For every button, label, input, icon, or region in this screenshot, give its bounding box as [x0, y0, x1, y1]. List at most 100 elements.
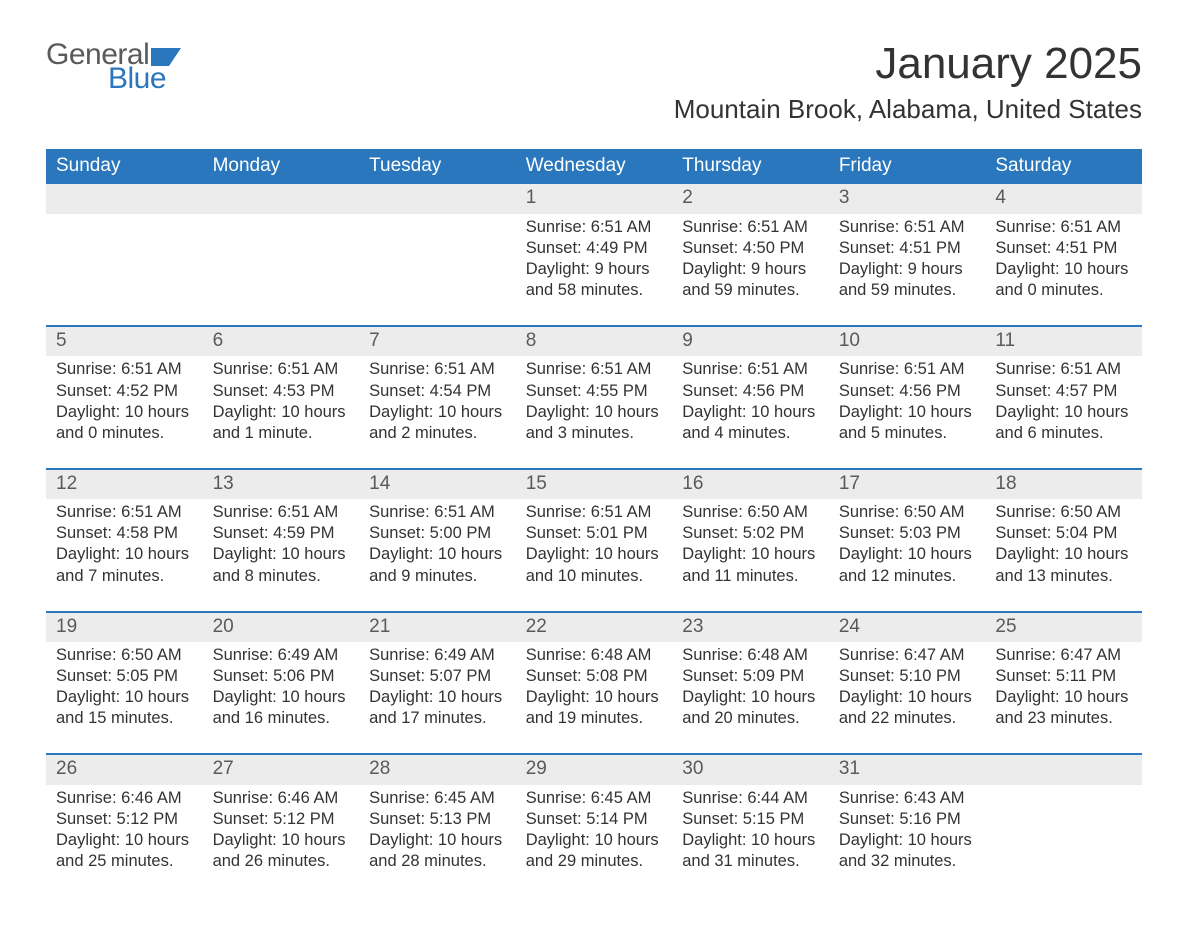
sunrise-text: Sunrise: 6:47 AM	[995, 645, 1132, 666]
calendar-day-cell: 3 Sunrise: 6:51 AMSunset: 4:51 PMDaylight…	[829, 184, 986, 326]
daylight-text: Daylight: 10 hours and 22 minutes.	[839, 687, 976, 729]
daylight-text: Daylight: 9 hours and 59 minutes.	[839, 259, 976, 301]
day-number: 30	[672, 755, 829, 784]
sunset-text: Sunset: 5:10 PM	[839, 666, 976, 687]
calendar-day-cell: 17Sunrise: 6:50 AMSunset: 5:03 PMDayligh…	[829, 469, 986, 612]
daylight-text: Daylight: 10 hours and 0 minutes.	[56, 402, 193, 444]
day-number: 1	[516, 184, 673, 213]
calendar-day-cell: 13Sunrise: 6:51 AMSunset: 4:59 PMDayligh…	[203, 469, 360, 612]
day-number: 6	[203, 327, 360, 356]
daylight-text: Daylight: 10 hours and 4 minutes.	[682, 402, 819, 444]
day-number: 18	[985, 470, 1142, 499]
day-number: 20	[203, 613, 360, 642]
sunrise-text: Sunrise: 6:51 AM	[213, 502, 350, 523]
page-header: General Blue January 2025 Mountain Brook…	[46, 40, 1142, 139]
sunset-text: Sunset: 4:55 PM	[526, 381, 663, 402]
daylight-text: Daylight: 10 hours and 7 minutes.	[56, 544, 193, 586]
day-number: 29	[516, 755, 673, 784]
sunrise-text: Sunrise: 6:51 AM	[526, 217, 663, 238]
day-number: 17	[829, 470, 986, 499]
calendar-day-cell: 26Sunrise: 6:46 AMSunset: 5:12 PMDayligh…	[46, 754, 203, 896]
daylight-text: Daylight: 10 hours and 2 minutes.	[369, 402, 506, 444]
sunset-text: Sunset: 5:06 PM	[213, 666, 350, 687]
daylight-text: Daylight: 9 hours and 58 minutes.	[526, 259, 663, 301]
calendar-day-cell: 31Sunrise: 6:43 AMSunset: 5:16 PMDayligh…	[829, 754, 986, 896]
day-number: 25	[985, 613, 1142, 642]
title-block: January 2025 Mountain Brook, Alabama, Un…	[674, 40, 1142, 139]
calendar-day-cell	[203, 184, 360, 326]
sunrise-text: Sunrise: 6:51 AM	[369, 502, 506, 523]
sunrise-text: Sunrise: 6:51 AM	[839, 359, 976, 380]
day-number: 28	[359, 755, 516, 784]
sunset-text: Sunset: 4:54 PM	[369, 381, 506, 402]
daylight-text: Daylight: 10 hours and 3 minutes.	[526, 402, 663, 444]
sunrise-text: Sunrise: 6:51 AM	[839, 217, 976, 238]
sunrise-text: Sunrise: 6:46 AM	[56, 788, 193, 809]
sunrise-text: Sunrise: 6:46 AM	[213, 788, 350, 809]
day-number: 24	[829, 613, 986, 642]
day-number: 2	[672, 184, 829, 213]
daylight-text: Daylight: 10 hours and 6 minutes.	[995, 402, 1132, 444]
weekday-header: Thursday	[672, 149, 829, 184]
calendar-day-cell: 29Sunrise: 6:45 AMSunset: 5:14 PMDayligh…	[516, 754, 673, 896]
sunrise-text: Sunrise: 6:51 AM	[682, 359, 819, 380]
day-number: 9	[672, 327, 829, 356]
day-number: 8	[516, 327, 673, 356]
day-number: 23	[672, 613, 829, 642]
daylight-text: Daylight: 10 hours and 29 minutes.	[526, 830, 663, 872]
sunset-text: Sunset: 5:00 PM	[369, 523, 506, 544]
daylight-text: Daylight: 10 hours and 10 minutes.	[526, 544, 663, 586]
daylight-text: Daylight: 10 hours and 17 minutes.	[369, 687, 506, 729]
calendar-day-cell: 23Sunrise: 6:48 AMSunset: 5:09 PMDayligh…	[672, 612, 829, 755]
sunrise-text: Sunrise: 6:51 AM	[995, 359, 1132, 380]
calendar-day-cell: 9Sunrise: 6:51 AMSunset: 4:56 PMDaylight…	[672, 326, 829, 469]
sunrise-text: Sunrise: 6:50 AM	[839, 502, 976, 523]
daylight-text: Daylight: 10 hours and 1 minute.	[213, 402, 350, 444]
day-number: 31	[829, 755, 986, 784]
calendar-day-cell: 24 Sunrise: 6:47 AMSunset: 5:10 PMDayligh…	[829, 612, 986, 755]
sunset-text: Sunset: 5:04 PM	[995, 523, 1132, 544]
day-number	[359, 184, 516, 213]
calendar-day-cell: 19Sunrise: 6:50 AMSunset: 5:05 PMDayligh…	[46, 612, 203, 755]
sunrise-text: Sunrise: 6:50 AM	[995, 502, 1132, 523]
calendar-day-cell: 22Sunrise: 6:48 AMSunset: 5:08 PMDayligh…	[516, 612, 673, 755]
sunset-text: Sunset: 5:15 PM	[682, 809, 819, 830]
calendar-week-row: 19Sunrise: 6:50 AMSunset: 5:05 PMDayligh…	[46, 612, 1142, 755]
daylight-text: Daylight: 10 hours and 8 minutes.	[213, 544, 350, 586]
calendar-day-cell: 4Sunrise: 6:51 AMSunset: 4:51 PMDaylight…	[985, 184, 1142, 326]
day-number: 15	[516, 470, 673, 499]
sunset-text: Sunset: 5:01 PM	[526, 523, 663, 544]
sunset-text: Sunset: 5:09 PM	[682, 666, 819, 687]
calendar-day-cell: 25Sunrise: 6:47 AMSunset: 5:11 PMDayligh…	[985, 612, 1142, 755]
day-number: 22	[516, 613, 673, 642]
weekday-header: Saturday	[985, 149, 1142, 184]
sunset-text: Sunset: 4:49 PM	[526, 238, 663, 259]
day-number: 7	[359, 327, 516, 356]
sunrise-text: Sunrise: 6:51 AM	[369, 359, 506, 380]
calendar-day-cell: 28Sunrise: 6:45 AMSunset: 5:13 PMDayligh…	[359, 754, 516, 896]
day-number: 26	[46, 755, 203, 784]
sunrise-text: Sunrise: 6:51 AM	[682, 217, 819, 238]
weekday-header-row: Sunday Monday Tuesday Wednesday Thursday…	[46, 149, 1142, 184]
sunset-text: Sunset: 5:13 PM	[369, 809, 506, 830]
calendar-day-cell: 7 Sunrise: 6:51 AMSunset: 4:54 PMDaylight…	[359, 326, 516, 469]
logo-word-blue: Blue	[108, 64, 185, 94]
day-number: 10	[829, 327, 986, 356]
sunset-text: Sunset: 5:12 PM	[213, 809, 350, 830]
weekday-header: Wednesday	[516, 149, 673, 184]
sunset-text: Sunset: 4:51 PM	[995, 238, 1132, 259]
sunrise-text: Sunrise: 6:47 AM	[839, 645, 976, 666]
day-number: 19	[46, 613, 203, 642]
sunrise-text: Sunrise: 6:51 AM	[526, 359, 663, 380]
weekday-header: Monday	[203, 149, 360, 184]
logo: General Blue	[46, 40, 185, 94]
sunrise-text: Sunrise: 6:45 AM	[369, 788, 506, 809]
sunset-text: Sunset: 5:03 PM	[839, 523, 976, 544]
weekday-header: Tuesday	[359, 149, 516, 184]
sunset-text: Sunset: 4:58 PM	[56, 523, 193, 544]
calendar-day-cell	[359, 184, 516, 326]
sunset-text: Sunset: 5:11 PM	[995, 666, 1132, 687]
calendar-day-cell: 27Sunrise: 6:46 AMSunset: 5:12 PMDayligh…	[203, 754, 360, 896]
day-number: 3	[829, 184, 986, 213]
sunset-text: Sunset: 4:51 PM	[839, 238, 976, 259]
